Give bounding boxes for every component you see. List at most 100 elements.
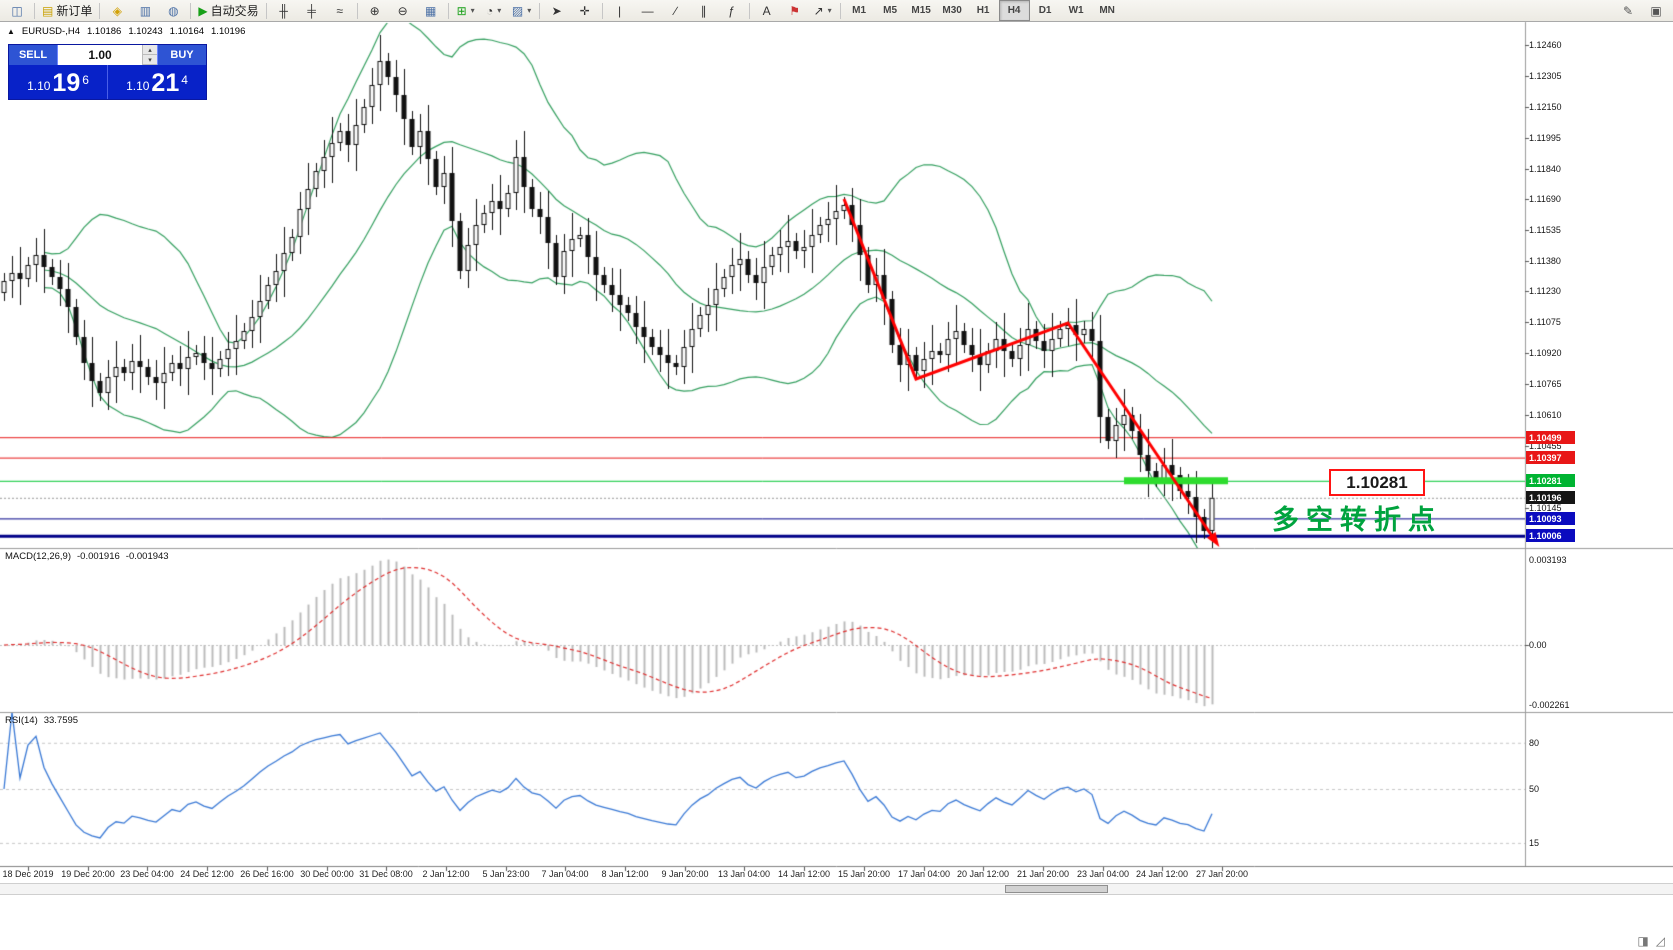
- zoom-in-icon: ⊕: [369, 3, 380, 18]
- timeframe-d1-button[interactable]: D1: [1038, 5, 1052, 16]
- toolbar-separator: [34, 2, 35, 19]
- crosshair-button[interactable]: ✛: [571, 0, 599, 21]
- bar-chart-icon: ╫: [279, 3, 288, 18]
- toolbar-separator: [99, 2, 101, 19]
- new-order-icon: ▤: [42, 3, 54, 18]
- one-click-trading-panel: SELL 1.00 ▴ ▾ BUY 1.10 19 6 1.10 21 4: [8, 44, 207, 100]
- navigator-button[interactable]: ◍: [159, 0, 187, 21]
- app-icon-icon: ◫: [11, 3, 23, 18]
- chart-properties-button[interactable]: ✎: [1614, 0, 1642, 21]
- periods-button[interactable]: ◔ ▾: [480, 0, 508, 21]
- volume-up-icon[interactable]: ▴: [143, 45, 157, 55]
- price-divider: [107, 65, 108, 99]
- volume-value: 1.00: [88, 48, 112, 62]
- line-chart-button[interactable]: ≈: [326, 0, 354, 21]
- text-label-icon: ⚑: [789, 3, 800, 18]
- sell-price-point: 6: [82, 73, 89, 87]
- ohlc-close: 1.10196: [211, 26, 246, 37]
- resize-grip-icon[interactable]: ◿: [1655, 934, 1665, 948]
- candlestick-chart-icon: ╪: [307, 3, 316, 18]
- horizontal-scrollbar-track[interactable]: [0, 883, 1673, 895]
- buy-price-button[interactable]: 1.10 21 4: [108, 65, 206, 99]
- app-icon: ◫: [3, 0, 31, 21]
- timeframe-m15-button[interactable]: M15: [911, 5, 931, 16]
- timeframe-m1-button[interactable]: M1: [852, 5, 867, 16]
- timeframe-m5-button[interactable]: M5: [883, 5, 898, 16]
- trendline-button[interactable]: ∕: [662, 0, 690, 21]
- timeframe-h1-button[interactable]: H1: [976, 5, 990, 16]
- fibonacci-button[interactable]: ƒ: [718, 0, 746, 21]
- periods-button-caret-icon: ▾: [497, 6, 502, 15]
- sell-price-pips: 19: [52, 69, 81, 97]
- line-chart-icon: ≈: [336, 3, 343, 18]
- vertical-line-icon: |: [618, 3, 622, 18]
- sell-price-button[interactable]: 1.10 19 6: [9, 65, 107, 99]
- horizontal-scrollbar-thumb[interactable]: [1005, 885, 1108, 893]
- indicators-icon: ⊞: [456, 3, 467, 18]
- templates-button-caret-icon: ▾: [527, 6, 532, 15]
- rsi-value: 33.7595: [43, 715, 79, 726]
- chart-ohlc-header: ▲ EURUSD-,H4 1.10186 1.10243 1.10164 1.1…: [7, 26, 245, 37]
- zoom-in-button[interactable]: ⊕: [361, 0, 389, 21]
- chart-properties-icon: ✎: [1622, 3, 1634, 18]
- volume-input[interactable]: 1.00 ▴ ▾: [58, 45, 157, 65]
- top-toolbar: ◫ ▤ 新订单 ◈ ▥ ◍ ▶ 自动交易 ╫ ╪ ≈ ⊕ ⊖ ▦ ⊞ ▾ ◔ ▾ ▨ ▾ ➤ ✛ | — ∕ ∥ ƒ A ⚑ ↗ ▾ M1 M5…: [0, 0, 1673, 22]
- templates-button[interactable]: ▨ ▾: [508, 0, 536, 21]
- tile-windows-icon: ▦: [424, 3, 437, 18]
- fullscreen-button[interactable]: ▣: [1642, 0, 1670, 21]
- macd-value-signal: -0.001943: [125, 551, 169, 562]
- text-button[interactable]: A: [753, 0, 781, 21]
- auto-trading-icon: ▶: [198, 3, 208, 18]
- one-click-panel-toggle-icon[interactable]: ▲: [7, 27, 15, 36]
- vertical-line-button[interactable]: |: [606, 0, 634, 21]
- timeframe-w1-button[interactable]: W1: [1068, 5, 1084, 16]
- tile-windows-button[interactable]: ▦: [417, 0, 445, 21]
- cursor-button[interactable]: ➤: [543, 0, 571, 21]
- equidistant-channel-button[interactable]: ∥: [690, 0, 718, 21]
- market-watch-button[interactable]: ◈: [103, 0, 131, 21]
- timeframe-m30-button[interactable]: M30: [942, 5, 962, 16]
- buy-price-base: 1.10: [126, 79, 150, 93]
- buy-button[interactable]: BUY: [157, 45, 206, 65]
- volume-stepper: ▴ ▾: [142, 45, 157, 65]
- buy-price-pips: 21: [151, 69, 180, 97]
- macd-value-main: -0.001916: [77, 551, 120, 562]
- equidistant-channel-icon: ∥: [700, 3, 707, 18]
- indicators-button[interactable]: ⊞ ▾: [452, 0, 480, 21]
- text-icon: A: [762, 3, 771, 18]
- periods-icon: ◔: [485, 3, 494, 18]
- toolbar-separator: [356, 2, 358, 19]
- macd-indicator-header: MACD(12,26,9) -0.001916 -0.001943: [5, 551, 169, 562]
- market-watch-icon: ◈: [112, 3, 122, 18]
- zoom-out-icon: ⊖: [397, 3, 408, 18]
- new-order-button[interactable]: ▤ 新订单: [38, 0, 96, 21]
- horizontal-line-icon: —: [641, 3, 654, 18]
- ohlc-high: 1.10243: [128, 26, 163, 37]
- docking-icon[interactable]: ◨: [1637, 934, 1649, 948]
- volume-down-icon[interactable]: ▾: [143, 55, 157, 65]
- timeframe-mn-button[interactable]: MN: [1099, 5, 1115, 16]
- symbol-name: EURUSD-,H4: [21, 26, 80, 37]
- macd-label: MACD(12,26,9): [5, 551, 71, 562]
- fullscreen-icon: ▣: [1650, 3, 1662, 18]
- bar-chart-button[interactable]: ╫: [270, 0, 298, 21]
- arrows-button[interactable]: ↗ ▾: [809, 0, 837, 21]
- toolbar-separator: [839, 2, 841, 19]
- ohlc-low: 1.10164: [169, 26, 205, 37]
- toolbar-separator: [190, 2, 192, 19]
- status-corner-icons: ◨ ◿: [1637, 934, 1665, 948]
- timeframe-h4-button[interactable]: H4: [998, 0, 1030, 21]
- horizontal-line-button[interactable]: —: [634, 0, 662, 21]
- sell-button[interactable]: SELL: [9, 45, 58, 65]
- data-window-button[interactable]: ▥: [131, 0, 159, 21]
- arrows-icon: ↗: [813, 3, 824, 18]
- text-label-button[interactable]: ⚑: [781, 0, 809, 21]
- auto-trading-button[interactable]: ▶ 自动交易: [194, 0, 262, 21]
- fibonacci-icon: ƒ: [728, 3, 735, 18]
- arrows-button-caret-icon: ▾: [827, 6, 832, 15]
- rsi-indicator-header: RSI(14) 33.7595: [5, 715, 78, 726]
- zoom-out-button[interactable]: ⊖: [389, 0, 417, 21]
- candlestick-chart-button[interactable]: ╪: [298, 0, 326, 21]
- sell-price-base: 1.10: [27, 79, 51, 93]
